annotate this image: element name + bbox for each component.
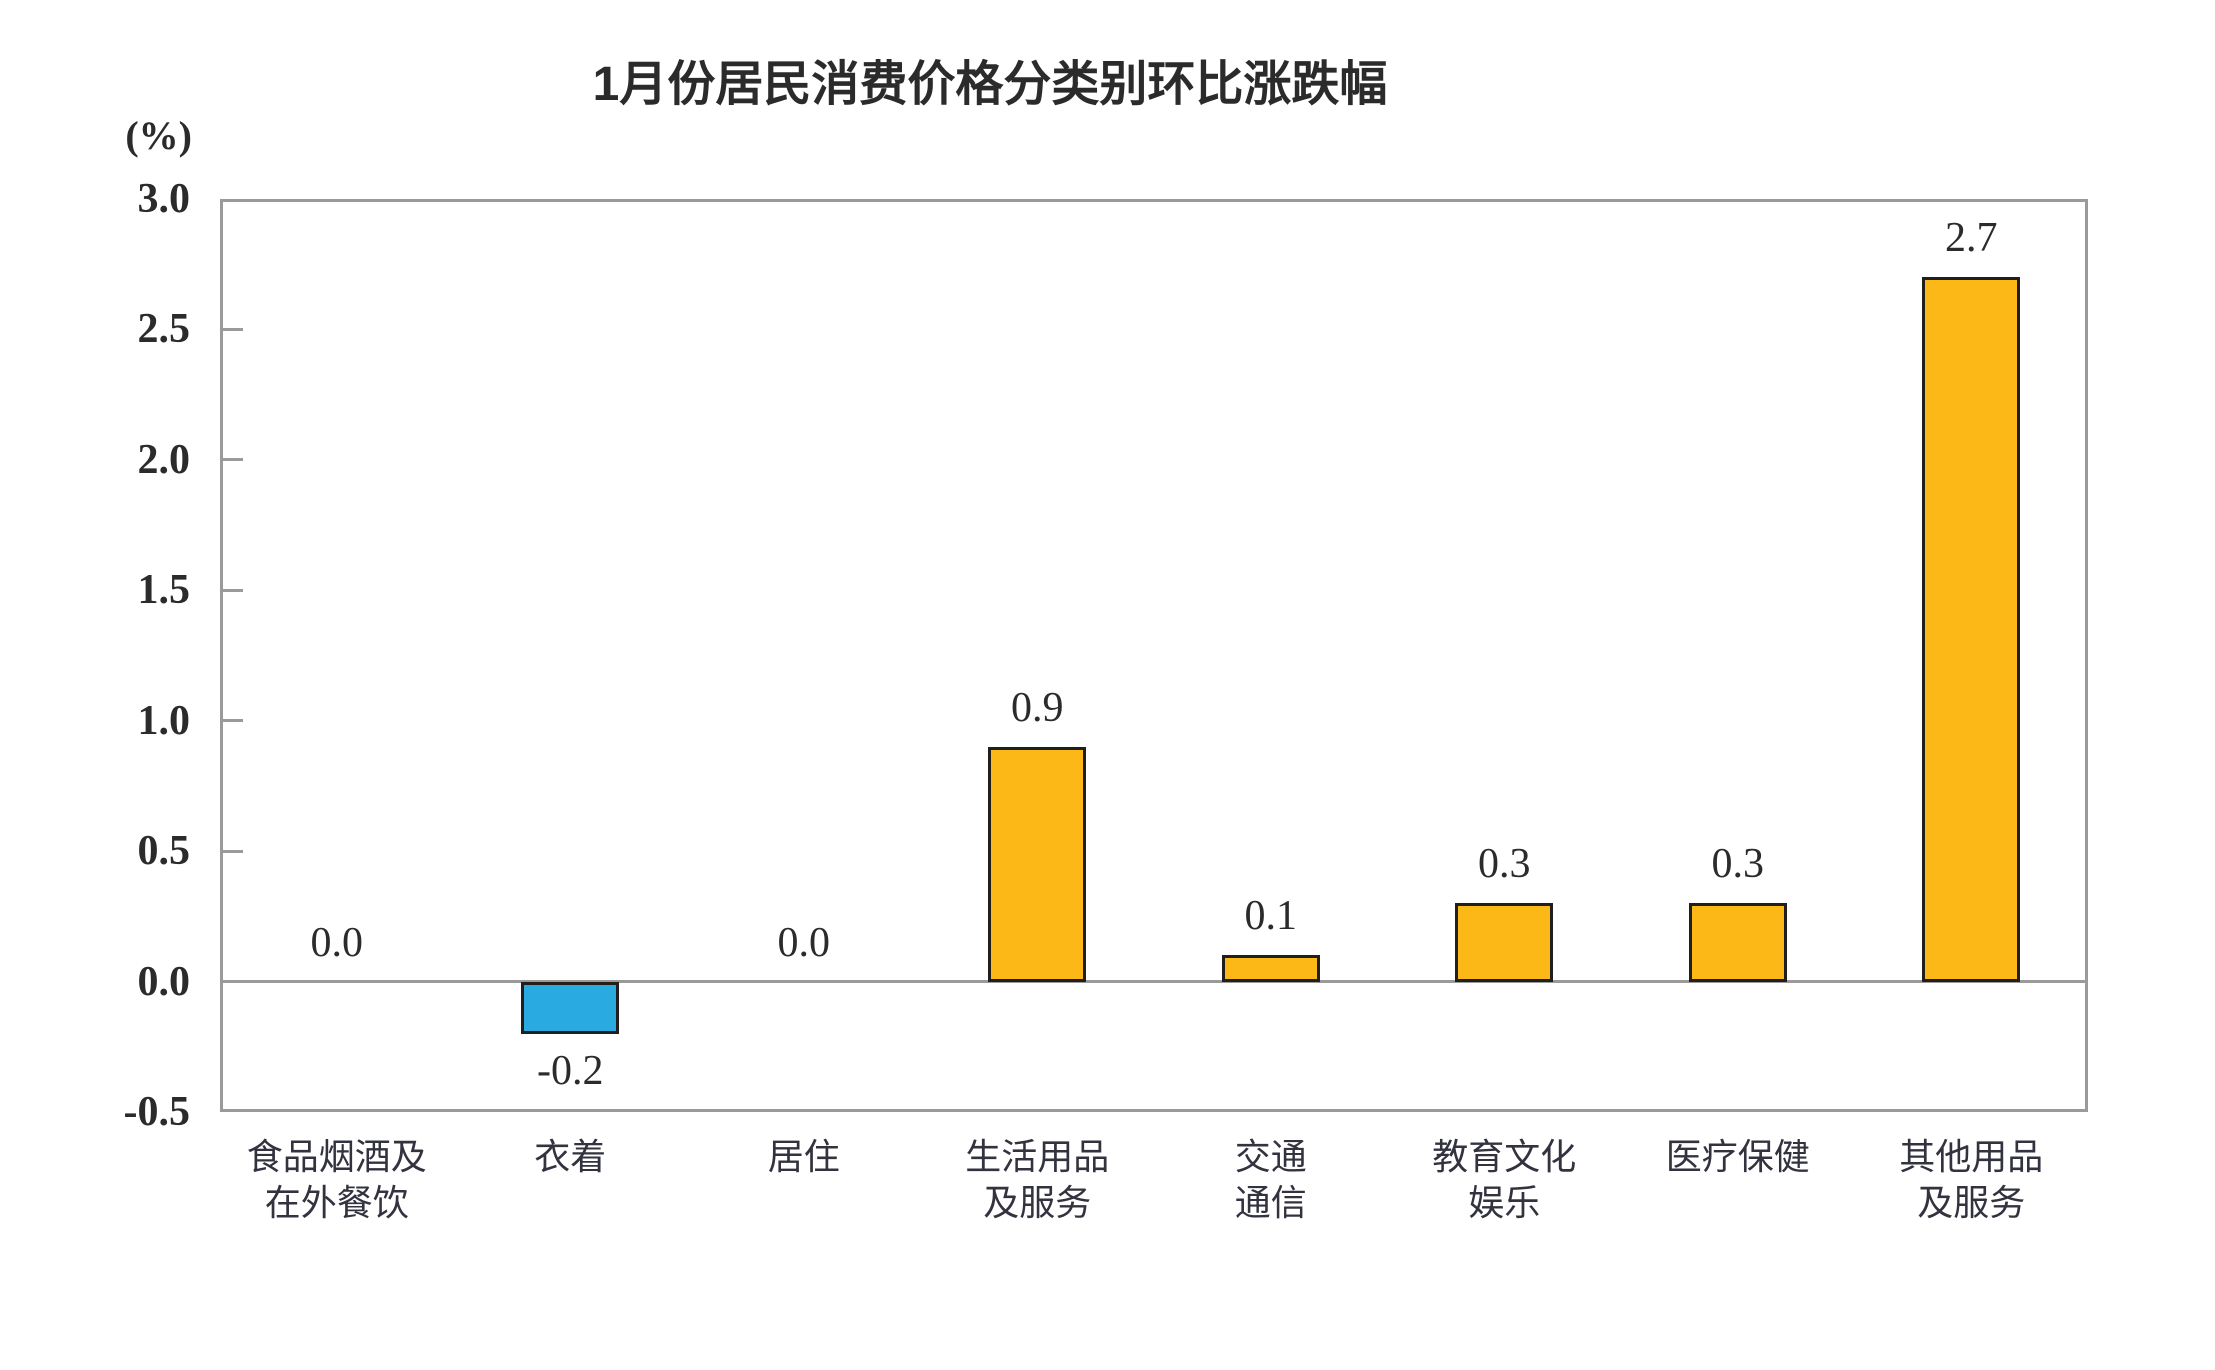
y-tick-label: 2.5	[137, 306, 191, 353]
category-label-line: 医疗保健	[1665, 1137, 1810, 1177]
bar-value-label: 0.3	[1711, 841, 1765, 888]
category-label: 其他用品 及服务	[1851, 1134, 2091, 1226]
category-label-line: 衣着	[534, 1137, 607, 1177]
category-label: 医疗保健	[1618, 1134, 1858, 1180]
category-label: 衣着	[450, 1134, 690, 1180]
category-label-line: 食品烟酒及	[246, 1137, 427, 1177]
zero-baseline	[220, 980, 2088, 984]
y-tick-label: 1.0	[137, 697, 191, 744]
category-label-line: 教育文化	[1432, 1137, 1577, 1177]
bar-value-label: -0.2	[537, 1047, 604, 1094]
category-label: 居住	[684, 1134, 924, 1180]
y-tick-label: 0.0	[137, 958, 191, 1005]
y-tick-mark	[223, 588, 243, 592]
bar-value-label: 0.9	[1011, 684, 1064, 731]
y-axis-unit-label: (%)	[125, 113, 192, 158]
category-label: 食品烟酒及 在外餐饮	[217, 1134, 457, 1226]
y-tick-label: -0.5	[123, 1089, 191, 1135]
category-label-line: 及服务	[983, 1183, 1092, 1223]
y-tick-mark	[223, 458, 243, 462]
bar-value-label: 0.0	[310, 919, 364, 966]
bar-value-label: 0.1	[1244, 893, 1298, 940]
chart-bar	[1688, 903, 1787, 982]
chart-bar	[988, 746, 1087, 982]
y-tick-label: 2.0	[137, 436, 191, 483]
category-label-line: 娱乐	[1468, 1183, 1541, 1223]
category-label: 教育文化 娱乐	[1384, 1134, 1624, 1226]
category-label-line: 交通	[1234, 1137, 1307, 1177]
bar-value-label: 0.3	[1478, 841, 1531, 888]
bar-value-label: 0.0	[777, 919, 831, 966]
category-label: 生活用品 及服务	[917, 1134, 1157, 1226]
plot-area	[220, 199, 2088, 1112]
y-tick-label: 1.5	[137, 567, 191, 614]
category-label-line: 其他用品	[1899, 1137, 2044, 1177]
category-label-line: 在外餐饮	[264, 1183, 409, 1223]
category-label-line: 通信	[1234, 1183, 1307, 1223]
y-tick-mark	[223, 327, 243, 331]
category-label-line: 及服务	[1917, 1183, 2026, 1223]
y-tick-label: 3.0	[137, 176, 191, 222]
chart-bar	[1221, 955, 1320, 982]
chart-bar	[1922, 277, 2021, 982]
category-label-line: 生活用品	[965, 1137, 1110, 1177]
category-label-line: 居住	[767, 1137, 840, 1177]
y-tick-mark	[223, 719, 243, 723]
y-tick-mark	[223, 849, 243, 853]
category-label: 交通 通信	[1151, 1134, 1391, 1226]
chart-title: 1月份居民消费价格分类别环比涨跌幅	[592, 58, 1388, 111]
y-tick-label: 0.5	[137, 828, 191, 875]
bar-value-label: 2.7	[1945, 215, 1998, 262]
chart-bar	[521, 981, 620, 1034]
chart-bar	[1455, 903, 1554, 982]
